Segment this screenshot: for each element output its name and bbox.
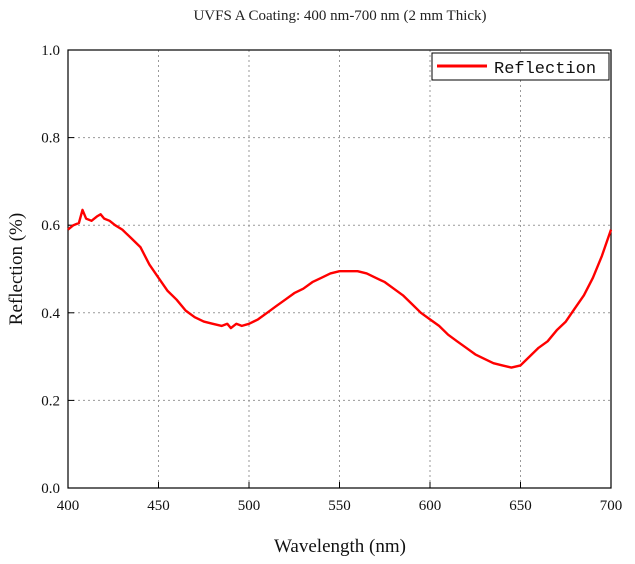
y-tick-label: 0.0 (41, 481, 60, 497)
y-tick-label: 1.0 (41, 43, 60, 59)
legend-box (431, 52, 610, 81)
y-axis-label: Reflection (%) (6, 213, 27, 325)
y-axis: 0.0 0.2 0.4 0.6 0.8 1.0 (41, 43, 74, 497)
chart-title: UVFS A Coating: 400 nm-700 nm (2 mm Thic… (193, 8, 486, 24)
x-tick-label: 700 (600, 498, 623, 514)
x-tick-label: 500 (238, 498, 261, 514)
legend-label-reflection: Reflection (494, 60, 596, 79)
y-tick-label: 0.8 (41, 131, 60, 147)
legend: Reflection (431, 52, 610, 81)
x-tick-label: 450 (147, 498, 170, 514)
x-tick-label: 600 (419, 498, 442, 514)
x-axis-label: Wavelength (nm) (274, 536, 406, 557)
x-tick-label: 650 (509, 498, 532, 514)
series-line-reflection (67, 208, 613, 369)
x-tick-label: 400 (57, 498, 80, 514)
x-axis: 400 450 500 550 600 650 700 (57, 482, 623, 514)
y-tick-label: 0.6 (41, 218, 60, 234)
x-tick-label: 550 (328, 498, 351, 514)
grid (68, 50, 611, 488)
y-tick-label: 0.2 (41, 393, 60, 409)
y-tick-label: 0.4 (41, 306, 60, 322)
